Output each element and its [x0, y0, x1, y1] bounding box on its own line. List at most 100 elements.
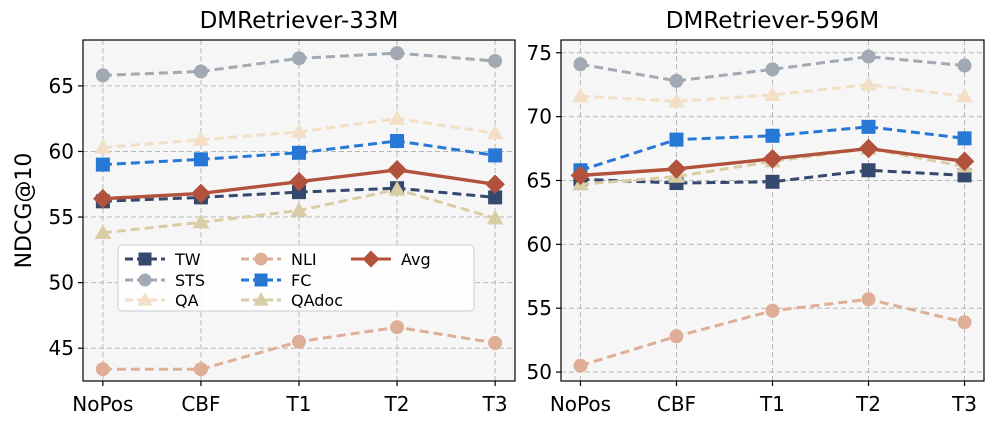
legend-swatch-marker [254, 273, 268, 287]
legend-item-qa: QA [125, 291, 199, 310]
point-fc [292, 145, 306, 160]
y-tick-label: 60 [49, 139, 74, 163]
x-tick-label: NoPos [72, 392, 133, 416]
point-fc [390, 133, 405, 148]
y-tick-label: 50 [49, 271, 74, 295]
chart-title: DMRetriever-33M [200, 8, 399, 34]
series-sts [95, 46, 503, 83]
point-qadoc [192, 213, 210, 229]
point-fc [95, 157, 110, 172]
point-fc [193, 152, 208, 167]
point-nli [861, 292, 876, 307]
point-avg [93, 188, 113, 209]
x-tick-label: CBF [181, 392, 220, 416]
point-avg [485, 174, 505, 195]
point-nli [957, 315, 972, 330]
point-nli [573, 358, 588, 373]
point-qadoc [290, 202, 308, 217]
legend-swatch-marker [138, 273, 152, 287]
series-qadoc [94, 181, 504, 239]
legend-swatch-marker [137, 292, 153, 306]
axes-frame [82, 39, 516, 382]
legend-label: FC [291, 271, 311, 290]
y-tick-label: 60 [527, 232, 552, 256]
point-qa [860, 76, 877, 91]
point-qa [388, 110, 406, 125]
point-nli [669, 329, 684, 344]
point-avg [954, 151, 975, 172]
point-qa [572, 87, 589, 103]
axes-frame [560, 39, 985, 382]
legend-item-tw: TW [125, 250, 201, 269]
series-line-tw [580, 168, 965, 185]
y-tick-label: 55 [527, 296, 552, 320]
legend-swatch-marker [362, 250, 380, 268]
point-qa [668, 92, 685, 108]
y-tick-label: 45 [49, 336, 74, 360]
x-tick-label: T1 [759, 392, 785, 416]
point-avg [387, 160, 407, 180]
point-qa [192, 131, 210, 146]
panel-left: 45 50 55 60 65 NoPos CBF T1 T2 T3 DMRetriever-33M N… [12, 8, 516, 416]
point-tw [765, 174, 780, 189]
y-tick-label: 65 [49, 74, 74, 98]
legend-swatch-marker [254, 252, 268, 266]
y-tick-label: 65 [527, 168, 552, 192]
legend-item-sts: STS [125, 271, 205, 290]
legend-label: Avg [401, 250, 431, 269]
point-avg [191, 183, 211, 204]
point-fc [861, 119, 876, 134]
point-avg [289, 171, 309, 192]
legend-box [117, 244, 475, 312]
point-sts [957, 58, 972, 73]
point-sts [765, 62, 780, 77]
point-qa [94, 139, 112, 154]
series-fc [573, 119, 972, 178]
panel-right: 50 55 60 65 70 75 NoPos CBF T1 T2 T3 DMRetriever-59… [527, 8, 985, 416]
y-tick-label: 50 [527, 360, 552, 384]
series-qa [572, 76, 973, 108]
point-qadoc [94, 224, 112, 239]
y-tick-label: 75 [527, 41, 552, 65]
point-nli [95, 362, 110, 377]
y-tick-label: 70 [527, 105, 552, 129]
series-nli [95, 320, 503, 377]
point-sts [488, 53, 503, 68]
point-sts [573, 57, 588, 72]
y-axis-label: NDCG@10 [12, 153, 37, 269]
legend-item-qadoc: QAdoc [241, 291, 343, 310]
point-tw [861, 163, 876, 178]
point-fc [765, 128, 780, 143]
point-sts [95, 68, 110, 83]
series-fc [95, 133, 503, 172]
legend-swatch-marker [138, 252, 152, 266]
series-qa [94, 110, 504, 154]
point-sts [193, 64, 208, 79]
series-nli [573, 292, 972, 373]
series-sts [573, 49, 972, 88]
legend-swatch-marker [253, 292, 269, 306]
point-sts [669, 73, 684, 88]
point-qa [290, 123, 308, 138]
chart-title: DMRetriever-596M [666, 8, 879, 34]
point-qa [764, 86, 781, 102]
point-avg [762, 148, 783, 169]
point-fc [957, 131, 972, 146]
x-tick-label: T1 [286, 392, 312, 416]
point-qa [486, 124, 504, 140]
x-tick-label: T3 [951, 392, 977, 416]
point-sts [390, 46, 405, 61]
y-tick-label: 55 [49, 205, 74, 229]
point-nli [193, 362, 208, 377]
x-tick-label: T2 [855, 392, 881, 416]
x-tick-label: T2 [384, 392, 410, 416]
point-sts [861, 49, 876, 64]
legend-label: QAdoc [291, 291, 343, 310]
x-tick-label: CBF [657, 392, 696, 416]
legend-label: TW [174, 250, 201, 269]
point-avg [570, 165, 591, 186]
series-avg [93, 160, 505, 209]
legend-label: QA [175, 291, 199, 310]
